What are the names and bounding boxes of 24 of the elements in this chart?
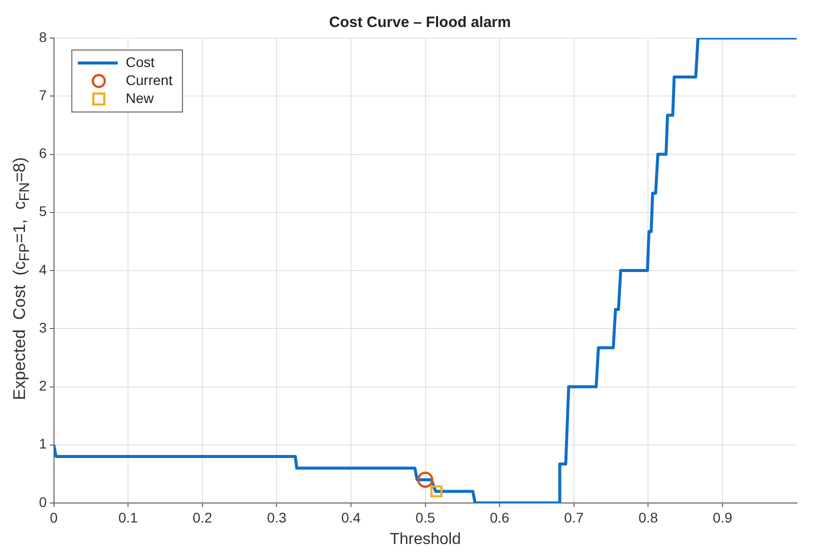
x-tick-label: 0.4 [341,509,361,526]
x-tick-label: 0 [50,509,58,526]
y-tick-label: 0 [38,494,47,510]
x-tick-label: 0.8 [638,509,658,526]
x-axis-title: Threshold [390,530,461,548]
y-tick-label: 6 [38,145,47,162]
x-tick-label: 0.6 [490,509,510,526]
y-tick-label: 3 [38,319,47,336]
y-tick-label: 2 [38,378,47,394]
y-tick-label: 1 [38,436,47,452]
x-tick-label: 0.5 [416,509,436,526]
y-tick-label: 8 [38,28,47,45]
legend-label: Current [126,72,173,88]
x-tick-label: 0.1 [118,509,138,526]
chart-title: Cost Curve – Flood alarm [329,14,511,32]
x-tick-label: 0.3 [266,509,287,526]
y-tick-label: 4 [38,261,47,278]
x-tick-label: 0.2 [192,509,212,526]
x-tick-label: 0.7 [564,509,584,526]
legend-label: New [126,90,155,106]
legend-label: Cost [126,54,155,70]
x-tick-label: 0.9 [712,509,732,526]
y-tick-label: 5 [38,203,47,220]
y-tick-label: 7 [38,86,47,103]
